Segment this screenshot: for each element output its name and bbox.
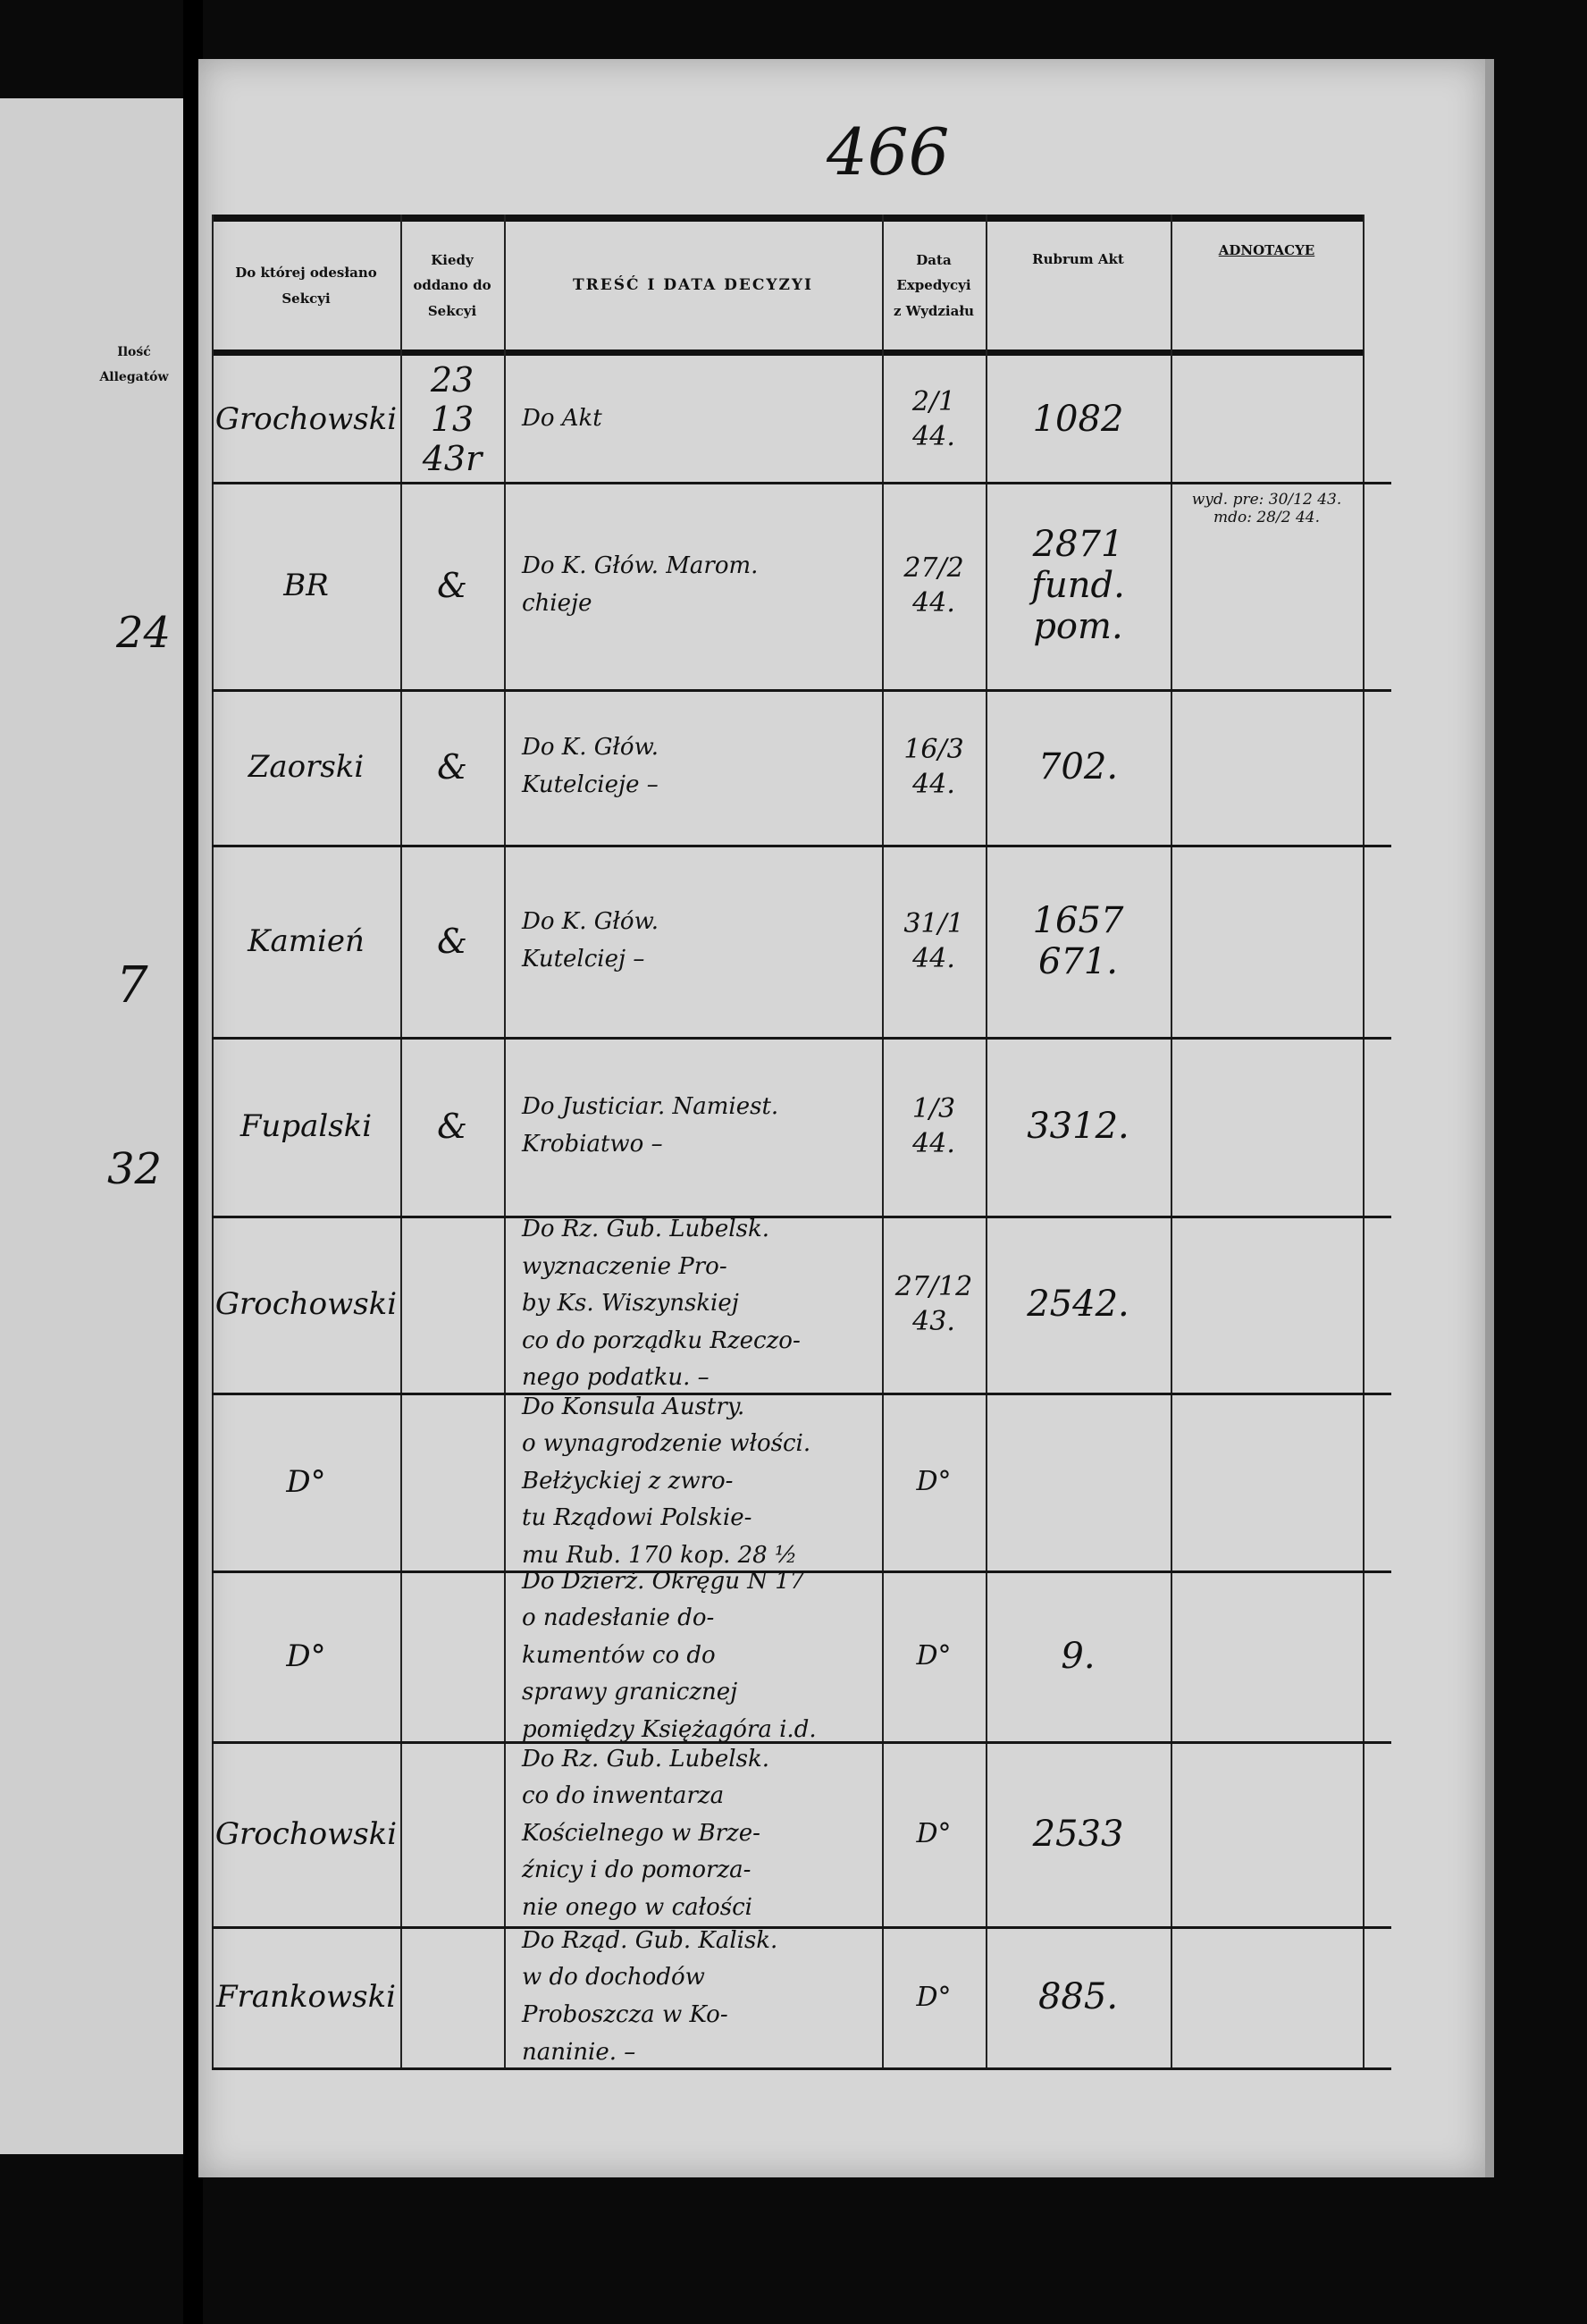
cell-date: D° xyxy=(916,1818,952,1849)
cell-when xyxy=(400,1216,504,1393)
register-page xyxy=(198,59,1494,2177)
cell-content: Do Rząd. Gub. Kalisk. w do dochodów Prob… xyxy=(522,1926,778,2066)
column-rule xyxy=(882,215,884,2067)
cell-when: & xyxy=(437,747,467,787)
cell-section: Grochowski xyxy=(214,1815,398,1852)
cell-date: 27/2 44. xyxy=(903,552,964,619)
cell-annotation: wyd. pre: 30/12 43. mdo: 28/2 44. xyxy=(1191,491,1342,526)
row-rule xyxy=(212,1393,1391,1395)
cell-section: Frankowski xyxy=(215,1979,397,2015)
cell-section: D° xyxy=(286,1463,326,1500)
cell-date: 31/1 44. xyxy=(903,907,964,974)
cell-when xyxy=(400,1926,504,2067)
cell-when: & xyxy=(437,1107,467,1146)
left-page: Ilość Allegatów 24 7 32 xyxy=(0,98,187,2154)
header-when: Kiedy oddano do Sekcyi xyxy=(413,251,491,319)
cell-rubrum: 1657 671. xyxy=(1032,899,1124,982)
row-rule xyxy=(212,482,1391,484)
cell-section: Zaorski xyxy=(248,749,365,785)
row-rule xyxy=(212,1926,1391,1929)
cell-content: Do Konsula Austry. o wynagrodzenie włośc… xyxy=(522,1393,811,1569)
book-spine xyxy=(183,0,203,2324)
left-page-value: 24 xyxy=(116,608,172,658)
row-rule xyxy=(212,845,1391,847)
cell-date: 2/1 44. xyxy=(911,385,956,452)
column-rule xyxy=(212,215,214,2067)
table-header: Do której odesłano Sekcyi Kiedy oddano d… xyxy=(212,215,1363,356)
cell-date: 1/3 44. xyxy=(911,1093,956,1159)
cell-when: 23 13 43r xyxy=(422,359,483,478)
cell-content: Do Dzierż. Okręgu N 17 o nadesłanie do- … xyxy=(522,1567,817,1743)
cell-content: Do Rz. Gub. Lubelsk. co do inwentarza Ko… xyxy=(522,1745,769,1921)
cell-annotation xyxy=(1171,356,1363,491)
left-page-value: 32 xyxy=(107,1144,163,1194)
page-number: 466 xyxy=(827,114,950,189)
cell-rubrum: 885. xyxy=(1037,1976,1119,2017)
cell-annotation xyxy=(1171,1216,1363,1402)
cell-annotation xyxy=(1171,1393,1363,1579)
row-rule xyxy=(212,1037,1391,1040)
cell-when xyxy=(400,1570,504,1741)
header-section: Do której odesłano Sekcyi xyxy=(235,265,377,307)
cell-annotation xyxy=(1171,1570,1363,1750)
header-content: TREŚĆ I DATA DECYZYI xyxy=(572,276,814,295)
cell-rubrum xyxy=(986,1393,1171,1570)
column-rule xyxy=(400,215,402,2067)
cell-section: D° xyxy=(286,1638,326,1674)
cell-rubrum: 2871 fund. pom. xyxy=(1031,524,1125,647)
row-rule xyxy=(212,2067,1391,2070)
cell-date: 27/12 43. xyxy=(894,1271,973,1337)
column-rule xyxy=(504,215,506,2067)
cell-section: Kamień xyxy=(248,922,365,959)
cell-rubrum: 2533 xyxy=(1032,1813,1124,1855)
column-rule xyxy=(1363,215,1364,2067)
cell-date: D° xyxy=(916,1981,952,2013)
row-rule xyxy=(212,1741,1391,1744)
left-page-column-header: Ilość Allegatów xyxy=(99,345,169,384)
cell-when xyxy=(400,1741,504,1926)
header-rubrum: Rubrum Akt xyxy=(1032,251,1124,267)
cell-date: D° xyxy=(916,1466,952,1497)
cell-content: Do Justiciar. Namiest. Krobiatwo – xyxy=(522,1093,779,1158)
cell-rubrum: 1082 xyxy=(1032,398,1124,440)
cell-rubrum: 702. xyxy=(1037,746,1119,787)
cell-date: 16/3 44. xyxy=(903,734,964,800)
header-date: Data Expedycyi z Wydziału xyxy=(893,251,975,319)
cell-section: Fupalski xyxy=(239,1108,373,1144)
cell-annotation xyxy=(1171,689,1363,854)
cell-when xyxy=(400,1393,504,1570)
cell-annotation xyxy=(1171,1037,1363,1225)
cell-content: Do K. Głów. Marom. chieje xyxy=(522,552,759,617)
header-annotations: ADNOTACYE xyxy=(1218,242,1315,258)
cell-content: Do K. Głów. Kutelcieje – xyxy=(522,734,659,798)
cell-annotation xyxy=(1171,845,1363,1046)
left-page-value: 7 xyxy=(116,956,148,1015)
cell-when: & xyxy=(437,566,467,605)
cell-section: Grochowski xyxy=(214,400,398,437)
cell-section: Grochowski xyxy=(214,1286,398,1322)
cell-rubrum: 3312. xyxy=(1027,1106,1129,1147)
column-rule xyxy=(986,215,987,2067)
row-rule xyxy=(212,1570,1391,1573)
cell-section: BR xyxy=(283,568,329,603)
row-rule xyxy=(212,1216,1391,1218)
cell-content: Do K. Głów. Kutelciej – xyxy=(522,907,659,973)
cell-annotation xyxy=(1171,1926,1363,2076)
cell-annotation xyxy=(1171,1741,1363,1935)
cell-when: & xyxy=(437,921,467,961)
row-rule xyxy=(212,689,1391,692)
cell-rubrum: 9. xyxy=(1061,1635,1096,1677)
column-rule xyxy=(1171,215,1172,2067)
cell-content: Do Akt xyxy=(522,404,602,432)
cell-date: D° xyxy=(916,1640,952,1671)
cell-rubrum: 2542. xyxy=(1027,1284,1129,1325)
cell-content: Do Rz. Gub. Lubelsk. wyznaczenie Pro- by… xyxy=(522,1216,801,1392)
